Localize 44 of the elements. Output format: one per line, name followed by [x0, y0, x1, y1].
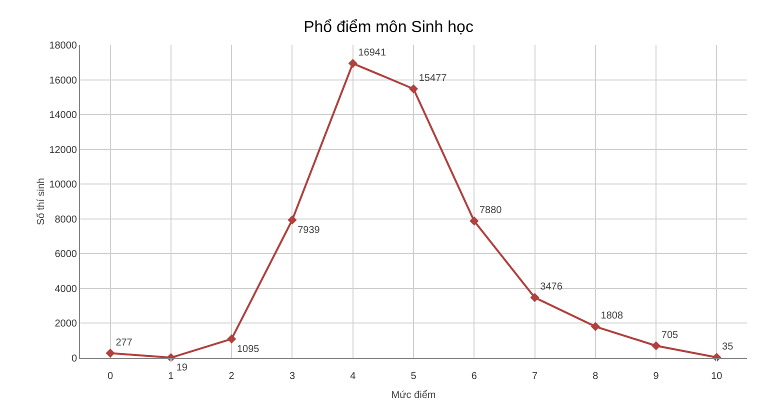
data-label: 35 — [722, 342, 734, 353]
data-label: 1095 — [236, 344, 260, 355]
x-tick-label: 4 — [350, 371, 356, 382]
y-tick-label: 16000 — [49, 75, 78, 86]
data-label: 7880 — [480, 205, 502, 216]
x-tick-label: 6 — [471, 371, 478, 382]
x-tick-label: 10 — [711, 371, 723, 382]
y-tick-label: 8000 — [54, 214, 78, 226]
point — [590, 322, 600, 332]
point — [530, 293, 540, 302]
y-tick-label: 2000 — [54, 318, 78, 330]
point — [348, 58, 358, 68]
y-axis-title: Số thí sinh — [36, 178, 48, 226]
point — [652, 341, 661, 350]
x-tick-label: 2 — [228, 371, 235, 382]
x-tick-label: 5 — [410, 371, 417, 382]
point — [227, 334, 236, 344]
x-tick-label: 7 — [532, 371, 538, 382]
data-label: 15477 — [418, 72, 448, 84]
point — [106, 348, 115, 358]
y-tick-label: 4000 — [54, 284, 78, 295]
point — [408, 84, 418, 94]
data-label: 16941 — [358, 48, 386, 59]
x-tick-label: 0 — [108, 371, 114, 382]
y-tick-label: 18000 — [49, 40, 78, 52]
data-label: 277 — [116, 337, 133, 348]
y-tick-label: 10000 — [49, 180, 78, 191]
y-tick-label: 6000 — [54, 249, 78, 260]
x-tick-label: 9 — [653, 371, 660, 382]
data-label: 1808 — [600, 310, 624, 322]
y-tick-label: 12000 — [49, 144, 78, 156]
data-label: 3476 — [540, 282, 563, 293]
y-tick-label: 0 — [71, 354, 78, 364]
x-tick-label: 8 — [592, 371, 599, 382]
chart-title: Phổ điểm môn Sinh học — [304, 18, 474, 36]
y-tick-label: 14000 — [49, 110, 78, 122]
x-tick-label: 1 — [168, 371, 174, 382]
data-label: 7939 — [298, 224, 320, 236]
data-label: 19 — [176, 362, 188, 374]
x-axis-title: Mức điểm — [391, 389, 436, 401]
x-tick-label: 3 — [289, 371, 296, 382]
point — [470, 216, 479, 226]
data-label: 705 — [661, 330, 679, 341]
point — [288, 215, 297, 224]
